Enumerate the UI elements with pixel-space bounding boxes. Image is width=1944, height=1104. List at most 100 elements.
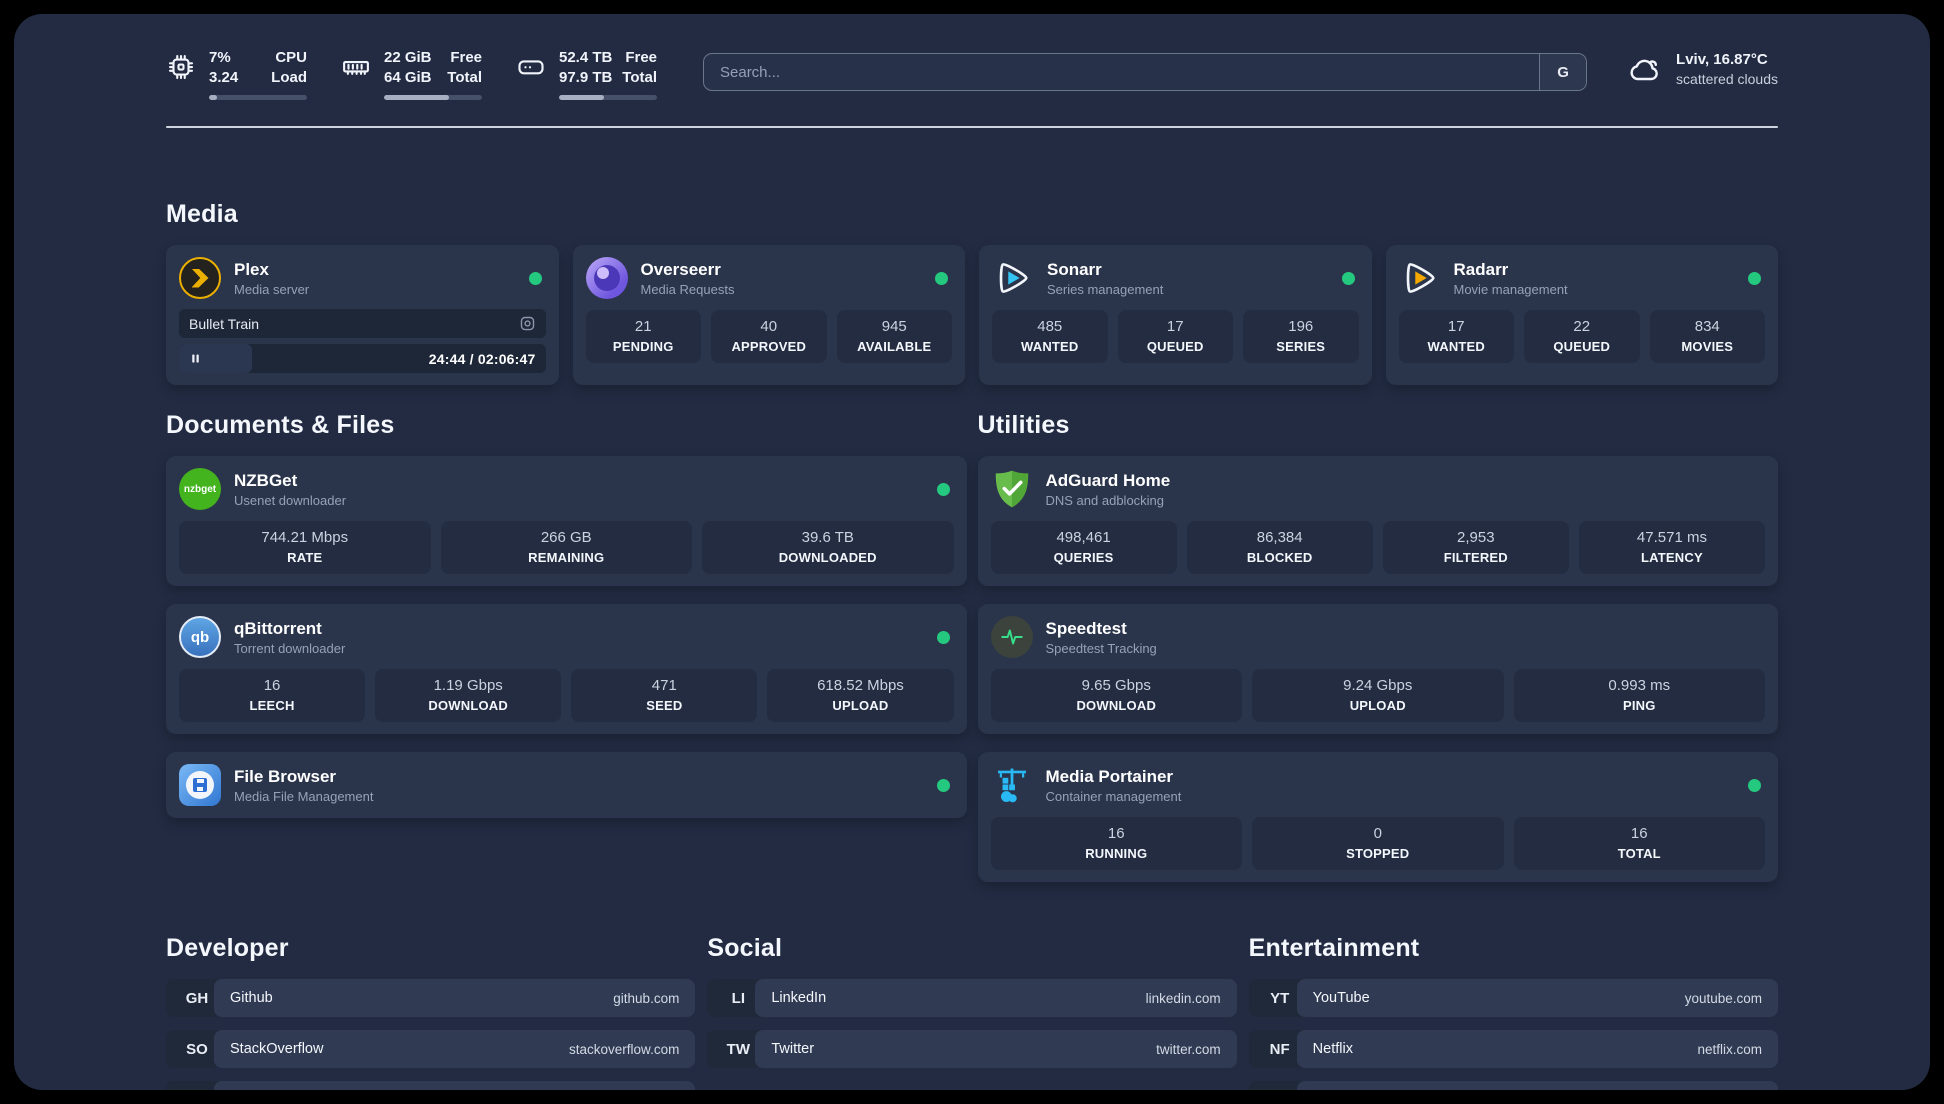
- app-subtitle: Usenet downloader: [234, 492, 347, 508]
- stat-label: DOWNLOADED: [778, 550, 877, 565]
- stat-value: 498,461: [1056, 529, 1111, 546]
- dashboard-page: 7% 3.24 CPU Load: [14, 14, 1930, 1090]
- app-subtitle: Media Requests: [640, 281, 735, 297]
- app-name: File Browser: [234, 766, 337, 786]
- stat-tile: 1.19 Gbps DOWNLOAD: [375, 669, 562, 722]
- section-title-entertainment: Entertainment: [1248, 934, 1420, 962]
- app-subtitle: Speedtest Tracking: [1045, 640, 1157, 656]
- app-name: Media Portainer: [1045, 766, 1174, 786]
- app-card-speedtest[interactable]: Speedtest Speedtest Tracking 9.65 Gbps DO…: [977, 604, 1778, 734]
- cpu-chip-icon: [168, 54, 194, 80]
- memory-free-value: 22 GiB: [384, 49, 432, 66]
- stat-tile: 21 PENDING: [585, 310, 701, 363]
- section-title-media: Media: [166, 200, 238, 228]
- app-card-plex[interactable]: Plex Media server Bullet Train: [166, 245, 559, 385]
- qbittorrent-icon: qb: [179, 616, 221, 658]
- weather-widget: Lviv, 16.87°C scattered clouds: [1627, 50, 1778, 89]
- app-name: Speedtest: [1045, 618, 1127, 638]
- section-title-utilities: Utilities: [977, 411, 1070, 439]
- adguard-icon: [991, 468, 1033, 510]
- link-url: stackoverflow.com: [569, 1041, 680, 1057]
- app-card-nzbget[interactable]: nzbget NZBGet Usenet downloader 744.21 M…: [166, 456, 967, 586]
- nzbget-badge-text: nzbget: [183, 483, 217, 495]
- app-subtitle: Torrent downloader: [234, 640, 346, 656]
- stat-label: LATENCY: [1641, 550, 1703, 565]
- stat-tile: 16 RUNNING: [990, 817, 1242, 870]
- app-subtitle: Container management: [1045, 788, 1182, 804]
- link-dev[interactable]: DT DEVdev.to: [166, 1081, 696, 1090]
- stat-label: QUEUED: [1553, 339, 1611, 354]
- link-name: LinkedIn: [771, 990, 827, 1006]
- cpu-usage-value: 7%: [209, 49, 231, 66]
- stat-tile: 196 SERIES: [1243, 310, 1359, 363]
- stat-label: SEED: [646, 698, 683, 713]
- stat-label: UPLOAD: [1349, 698, 1406, 713]
- stat-tile: 2,953 FILTERED: [1382, 521, 1569, 574]
- stat-label: AVAILABLE: [857, 339, 932, 354]
- stat-tile: 86,384 BLOCKED: [1186, 521, 1373, 574]
- disk-progress-fill: [559, 95, 605, 100]
- link-github[interactable]: GH Github github.com: [166, 979, 696, 1017]
- stat-value: 22: [1573, 318, 1591, 335]
- cpu-load-value: 3.24: [209, 69, 239, 86]
- stat-value: 16: [1630, 825, 1648, 842]
- stat-tile: 17 QUEUED: [1117, 310, 1233, 363]
- stat-value: 39.6 TB: [801, 529, 854, 546]
- stat-value: 47.571 ms: [1636, 529, 1707, 546]
- search-input[interactable]: [704, 54, 1540, 90]
- app-card-radarr[interactable]: Radarr Movie management 17 WANTED 22 QUEUE…: [1385, 245, 1778, 385]
- app-card-filebrowser[interactable]: File Browser Media File Management: [166, 752, 967, 818]
- status-dot: [936, 630, 950, 644]
- top-bar: 7% 3.24 CPU Load: [166, 48, 1778, 100]
- session-screen-icon: [519, 315, 536, 332]
- search-bar[interactable]: G: [703, 53, 1588, 91]
- link-youtube[interactable]: YT YouTube youtube.com: [1248, 979, 1778, 1017]
- stat-label: WANTED: [1427, 339, 1486, 354]
- stat-label: PENDING: [612, 339, 674, 354]
- app-card-qbittorrent[interactable]: qb qBittorrent Torrent downloader 16 LEEC…: [166, 604, 967, 734]
- stat-tile: 47.571 ms LATENCY: [1578, 521, 1765, 574]
- stat-tile: 16 LEECH: [179, 669, 366, 722]
- link-netflix[interactable]: NF Netflix netflix.com: [1248, 1030, 1778, 1068]
- app-card-adguard[interactable]: AdGuard Home DNS and adblocking 498,461 Q…: [977, 456, 1778, 586]
- link-abbr: DT: [166, 1081, 228, 1090]
- filebrowser-icon: [179, 764, 221, 806]
- cpu-load-label: Load: [271, 69, 307, 86]
- stat-value: 1.19 Gbps: [433, 677, 503, 694]
- memory-progress-bar: [384, 95, 482, 100]
- weather-condition: scattered clouds: [1676, 71, 1778, 87]
- app-card-overseerr[interactable]: Overseerr Media Requests 21 PENDING 40 APP…: [572, 245, 965, 385]
- stat-tile: 9.65 Gbps DOWNLOAD: [990, 669, 1242, 722]
- link-stackoverflow[interactable]: SO StackOverflow stackoverflow.com: [166, 1030, 696, 1068]
- link-twitter[interactable]: TW Twitter twitter.com: [707, 1030, 1237, 1068]
- stat-value: 17: [1166, 318, 1184, 335]
- link-url: linkedin.com: [1145, 990, 1221, 1006]
- link-url: twitter.com: [1156, 1041, 1221, 1057]
- search-engine-button[interactable]: G: [1539, 54, 1587, 90]
- status-dot: [936, 778, 950, 792]
- disk-free-label: Free: [625, 49, 657, 66]
- memory-total-value: 64 GiB: [384, 69, 432, 86]
- stat-value: 86,384: [1256, 529, 1303, 546]
- overseerr-icon: [585, 257, 628, 299]
- stat-value: 266 GB: [540, 529, 592, 546]
- stat-label: TOTAL: [1617, 846, 1661, 861]
- cpu-progress-bar: [209, 95, 307, 100]
- stat-tile: 834 MOVIES: [1649, 310, 1765, 363]
- stat-label: QUEUED: [1146, 339, 1204, 354]
- stat-label: DOWNLOAD: [428, 698, 508, 713]
- app-name: Radarr: [1453, 259, 1509, 279]
- stat-label: FILTERED: [1443, 550, 1508, 565]
- status-dot: [1748, 778, 1761, 792]
- radarr-icon: [1399, 257, 1441, 299]
- stat-tile: 498,461 QUERIES: [990, 521, 1177, 574]
- app-subtitle: Media server: [234, 281, 310, 297]
- link-reddit[interactable]: RE Redditreddit.com: [1248, 1081, 1778, 1090]
- app-card-portainer[interactable]: Media Portainer Container management 16 R…: [977, 752, 1778, 882]
- link-linkedin[interactable]: LI LinkedIn linkedin.com: [707, 979, 1237, 1017]
- app-card-sonarr[interactable]: Sonarr Series management 485 WANTED 17 QUE…: [979, 245, 1372, 385]
- stat-tile: 39.6 TB DOWNLOADED: [702, 521, 954, 574]
- app-name: Sonarr: [1047, 259, 1102, 279]
- app-name: Plex: [234, 259, 269, 279]
- stat-label: PING: [1622, 698, 1656, 713]
